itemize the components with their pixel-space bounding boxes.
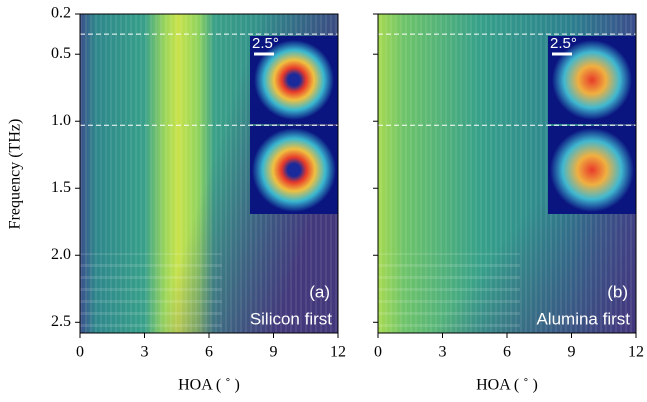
x-tick-label: 12	[628, 344, 644, 361]
x-tick-label: 6	[503, 344, 511, 361]
y-tick-label: 0.2	[51, 5, 71, 22]
annotation: Silicon first	[250, 309, 332, 328]
panel-label: (b)	[607, 282, 628, 301]
inset-image	[254, 40, 334, 120]
x-tick-label: 0	[76, 344, 84, 361]
y-tick-label: 1.5	[51, 179, 71, 196]
x-axis-label: HOA ( ˚ )	[178, 377, 240, 394]
inset-image	[252, 128, 336, 212]
inset-image	[550, 128, 634, 212]
inset-image	[552, 40, 632, 120]
x-axis-label: HOA ( ˚ )	[476, 377, 538, 394]
y-tick-label: 1.0	[51, 112, 71, 129]
x-tick-label: 3	[141, 344, 149, 361]
y-axis-label: Frequency (THz)	[7, 119, 24, 230]
annotation: Alumina first	[536, 309, 630, 328]
x-tick-label: 0	[374, 344, 382, 361]
x-tick-label: 12	[330, 344, 346, 361]
heatmap-texture	[80, 253, 222, 333]
x-tick-label: 9	[568, 344, 576, 361]
y-tick-label: 2.5	[51, 313, 71, 330]
x-tick-label: 3	[439, 344, 447, 361]
panel-label: (a)	[309, 282, 330, 301]
x-tick-label: 6	[205, 344, 213, 361]
scale-bar-label: 2.5°	[252, 35, 279, 52]
heatmap-texture	[378, 253, 520, 333]
y-tick-label: 2.0	[51, 246, 71, 263]
x-tick-label: 9	[270, 344, 278, 361]
y-tick-label: 0.5	[51, 45, 71, 62]
scale-bar-label: 2.5°	[550, 35, 577, 52]
